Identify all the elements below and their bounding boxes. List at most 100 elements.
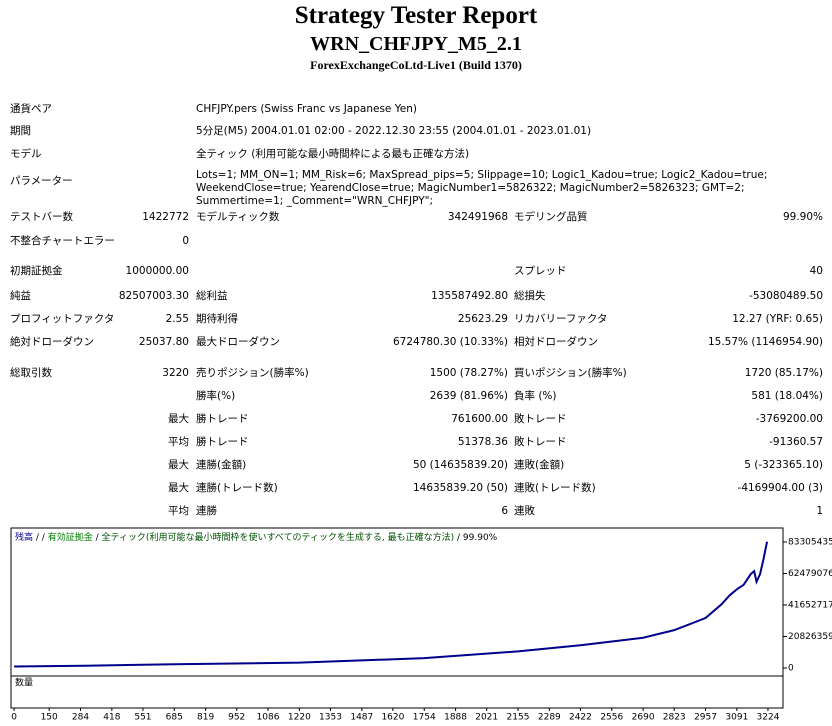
x-tick-label: 2957 (694, 713, 717, 723)
legend-equity: 有効証拠金 (48, 531, 93, 543)
stat-value: 135587492.80 (431, 290, 508, 302)
stat-value: -91360.57 (769, 436, 823, 448)
stat-label: 不整合チャートエラー (10, 235, 115, 247)
stat-value: -53080489.50 (749, 290, 823, 302)
x-tick-label: 3091 (725, 713, 748, 723)
x-tick-label: 2690 (632, 713, 655, 723)
x-tick-label: 551 (134, 713, 151, 723)
stat-prefix: 最大 (168, 482, 189, 494)
stat-label: 連勝(トレード数) (196, 482, 278, 494)
chart-legend: 残高 / / 有効証拠金 / 全ティック(利用可能な最小時間枠を使いすべてのティ… (15, 531, 498, 543)
x-tick-label: 418 (103, 713, 120, 723)
stat-value: 25037.80 (138, 336, 189, 348)
stat-value: 40 (809, 265, 823, 277)
setting-value: Lots=1; MM_ON=1; MM_Risk=6; MaxSpread_pi… (196, 169, 768, 207)
stat-label: 敗トレード (514, 413, 567, 425)
stat-label: 負率 (%) (514, 390, 557, 402)
x-tick-label: 685 (166, 713, 183, 723)
y-tick-label: 41652717 (788, 600, 832, 610)
setting-value: 全ティック (利用可能な最小時間枠による最も正確な方法) (196, 148, 470, 160)
x-tick-label: 1220 (288, 713, 311, 723)
stat-label: 連敗(金額) (514, 459, 565, 471)
stat-value: 2639 (81.96%) (429, 390, 508, 402)
stat-value: 581 (18.04%) (751, 390, 823, 402)
x-tick-label: 1086 (257, 713, 280, 723)
stat-value: 6 (501, 505, 508, 517)
stat-label: 勝トレード (196, 413, 249, 425)
separator: / (33, 533, 42, 543)
stat-label: モデリング品質 (514, 211, 588, 223)
stat-label: 勝率(%) (196, 390, 236, 402)
x-tick-label: 150 (41, 713, 58, 723)
x-tick-label: 2556 (600, 713, 623, 723)
setting-label: モデル (10, 148, 42, 160)
volume-label: 数量 (15, 677, 33, 689)
x-tick-label: 1888 (444, 713, 467, 723)
stat-label: スプレッド (514, 265, 567, 277)
x-tick-label: 0 (11, 713, 17, 723)
stat-value: 0 (182, 235, 189, 247)
separator: / (93, 533, 102, 543)
stat-label: プロフィットファクタ (10, 313, 115, 325)
stat-value: 2.55 (165, 313, 189, 325)
stat-label: 連勝(金額) (196, 459, 247, 471)
stat-label: 総取引数 (10, 367, 52, 379)
setting-label: パラメーター (10, 175, 73, 187)
stat-prefix: 最大 (168, 459, 189, 471)
expert-name: WRN_CHFJPY_M5_2.1 (310, 33, 522, 55)
separator: / (42, 533, 48, 543)
stat-value: 82507003.30 (118, 290, 189, 302)
stat-value: 25623.29 (457, 313, 508, 325)
x-tick-label: 1620 (381, 713, 404, 723)
stat-label: 敗トレード (514, 436, 567, 448)
x-tick-label: 1487 (350, 713, 373, 723)
stat-value: 50 (14635839.20) (412, 459, 508, 471)
x-tick-label: 1353 (319, 713, 342, 723)
stat-value: 99.90% (782, 211, 823, 223)
stat-value: 6724780.30 (10.33%) (392, 336, 508, 348)
stat-prefix: 平均 (168, 505, 189, 517)
x-tick-label: 819 (197, 713, 214, 723)
stat-label: 絶対ドローダウン (10, 336, 94, 348)
setting-label: 期間 (10, 125, 31, 137)
x-tick-label: 2155 (507, 713, 530, 723)
stat-label: モデルティック数 (196, 211, 280, 223)
stat-value: 15.57% (1146954.90) (707, 336, 823, 348)
server-build: ForexExchangeCoLtd-Live1 (Build 1370) (310, 58, 522, 72)
stat-value: 3220 (162, 367, 189, 379)
stat-label: 最大ドローダウン (196, 336, 280, 348)
stat-value: 342491968 (447, 211, 508, 223)
stat-label: 期待利得 (196, 313, 238, 325)
stat-label: 連敗 (514, 505, 535, 517)
stat-value: -3769200.00 (755, 413, 823, 425)
stat-label: 純益 (10, 290, 31, 302)
stat-value: 1 (816, 505, 823, 517)
stat-prefix: 平均 (168, 436, 189, 448)
x-tick-label: 2422 (569, 713, 592, 723)
x-tick-label: 3224 (757, 713, 780, 723)
stat-value: 761600.00 (451, 413, 508, 425)
stat-value: 14635839.20 (50) (412, 482, 508, 494)
stat-value: 51378.36 (457, 436, 508, 448)
x-tick-label: 2823 (663, 713, 686, 723)
legend-balance: 残高 (15, 531, 33, 543)
y-tick-label: 20826359 (788, 632, 832, 642)
stat-prefix: 最大 (168, 413, 189, 425)
stat-label: 総損失 (514, 290, 546, 302)
stat-value: 1422772 (142, 211, 189, 223)
stat-label: 売りポジション(勝率%) (196, 367, 309, 379)
x-tick-label: 2289 (538, 713, 561, 723)
stat-value: 1000000.00 (125, 265, 189, 277)
chart-frame (10, 527, 784, 709)
x-tick-label: 1754 (413, 713, 436, 723)
x-tick-label: 2021 (475, 713, 498, 723)
stat-label: 買いポジション(勝率%) (514, 367, 627, 379)
y-tick-label: 62479076 (788, 569, 832, 579)
legend-quality: 99.90% (463, 533, 498, 543)
stat-label: リカバリーファクタ (514, 313, 608, 325)
stat-label: 連勝 (196, 505, 217, 517)
x-tick-label: 284 (72, 713, 89, 723)
y-tick-label: 83305435 (788, 537, 832, 547)
